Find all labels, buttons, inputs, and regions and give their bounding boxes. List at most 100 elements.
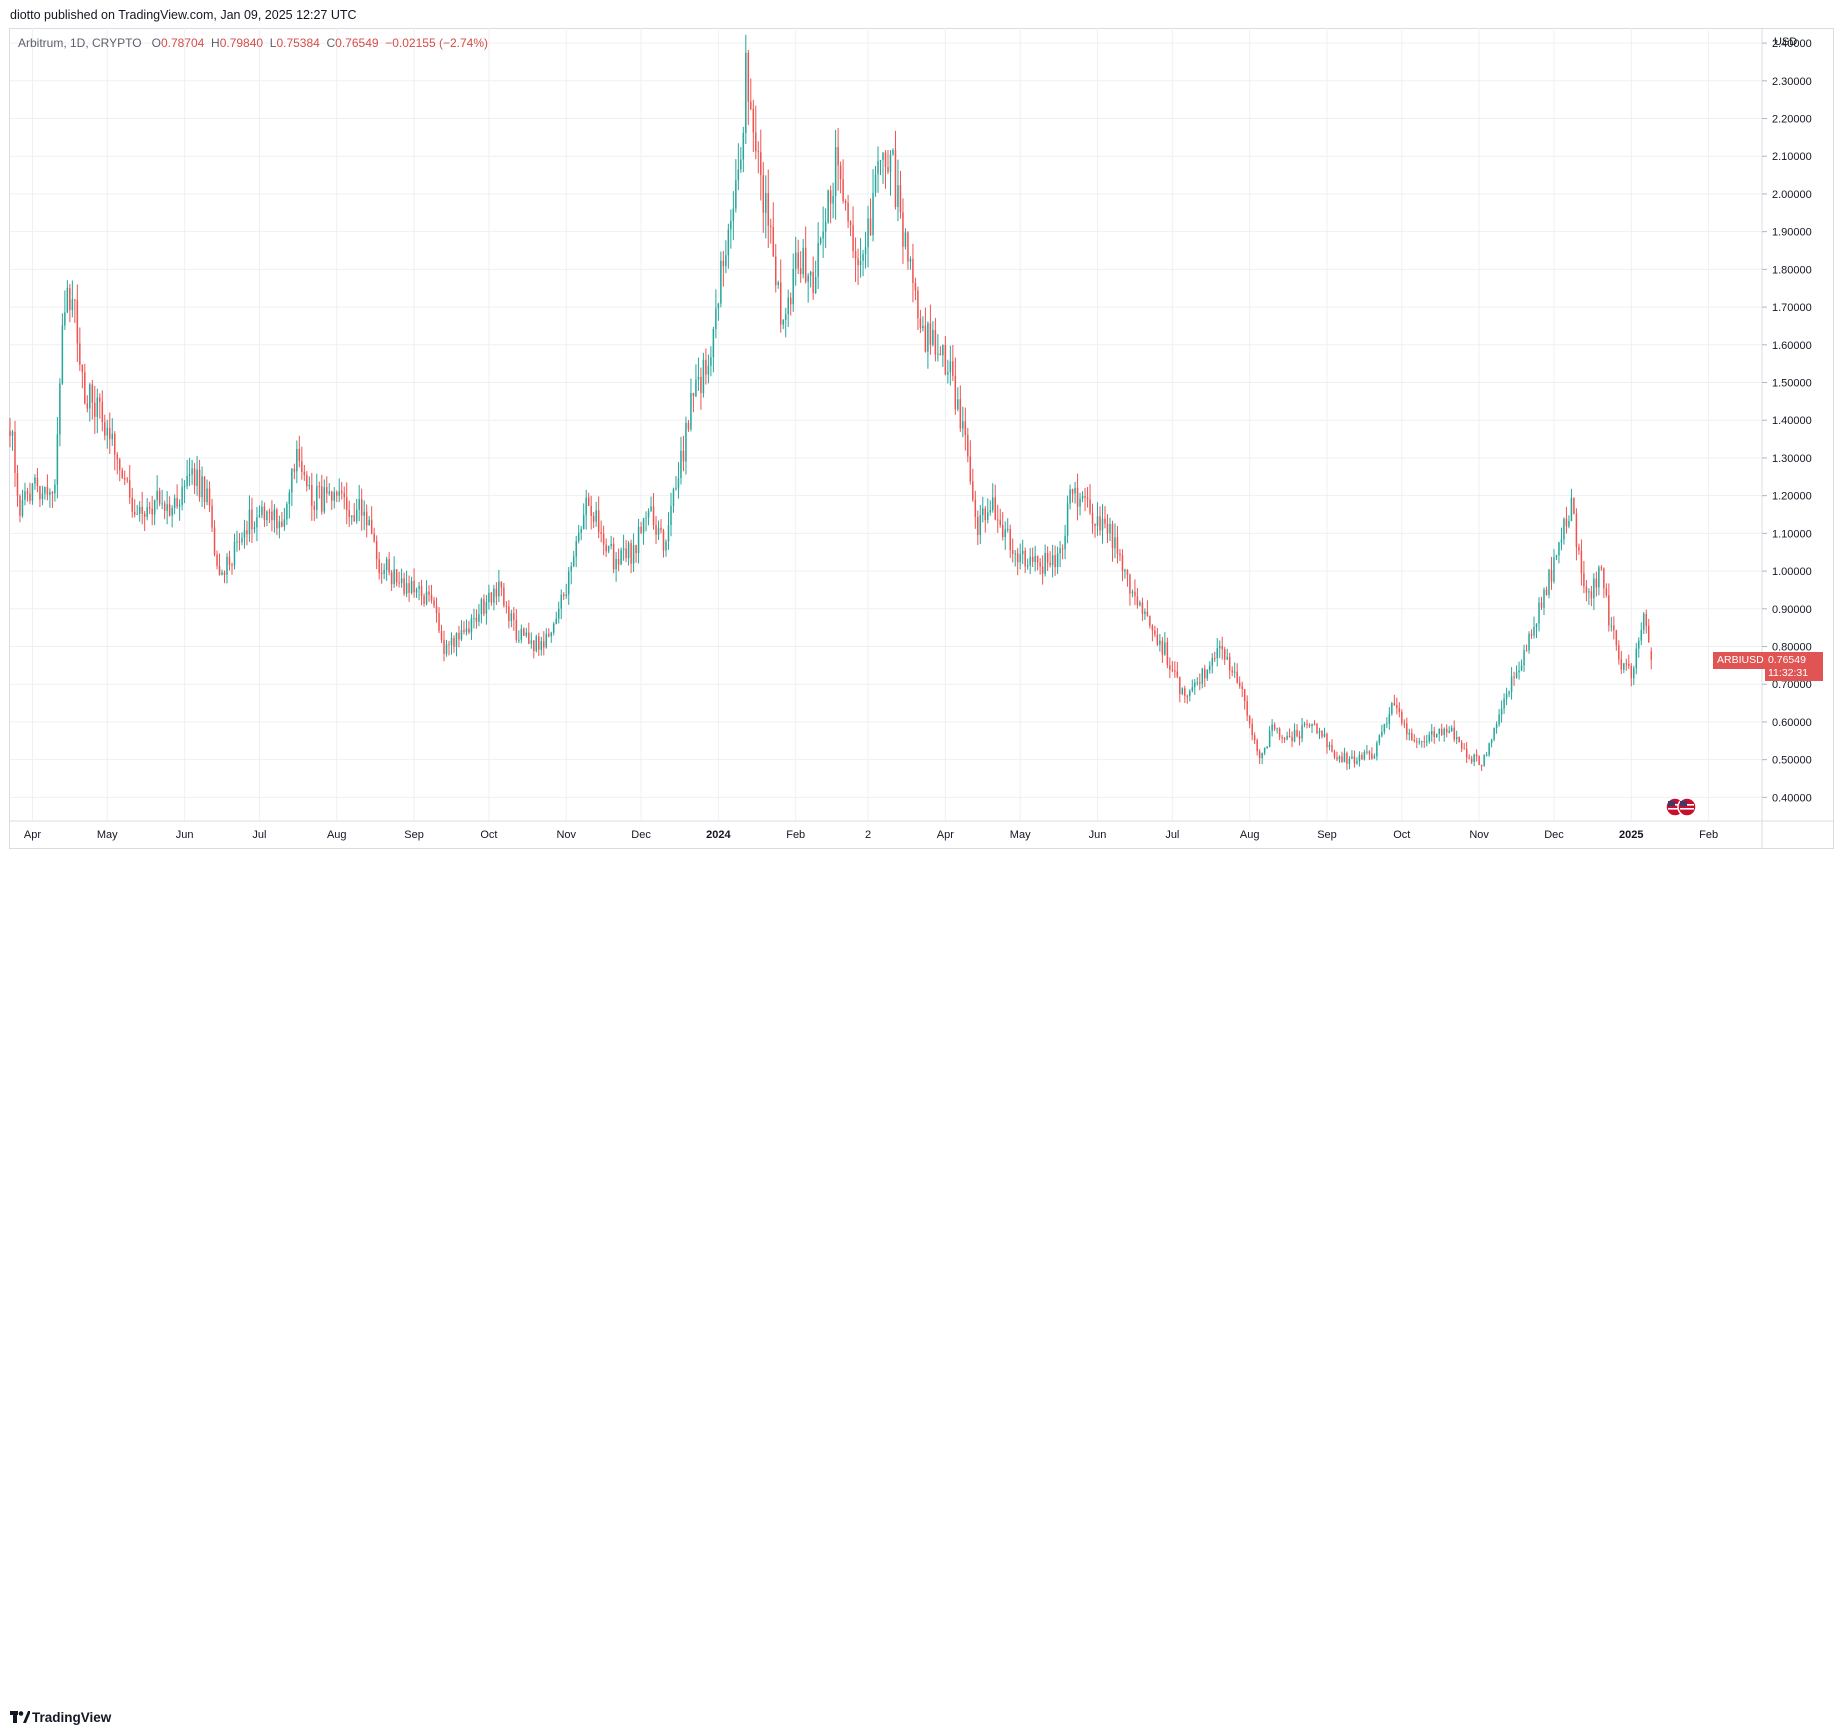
candle-body xyxy=(1176,671,1179,677)
y-tick-label: 1.50000 xyxy=(1772,378,1812,390)
candle-body xyxy=(188,474,191,476)
candle-body xyxy=(617,559,620,565)
candle xyxy=(1101,504,1104,544)
candle-body xyxy=(675,487,677,489)
currency-label[interactable]: USD xyxy=(1774,36,1798,48)
candle-body xyxy=(1623,663,1625,670)
candle-body xyxy=(1286,735,1288,740)
candle-body xyxy=(1555,555,1558,558)
candle xyxy=(1413,734,1416,743)
candle xyxy=(1518,661,1520,680)
candle xyxy=(655,516,657,544)
candle-body xyxy=(1066,503,1069,536)
candle-body xyxy=(1091,512,1094,524)
candle xyxy=(670,492,672,537)
candle-body xyxy=(867,218,869,248)
candle xyxy=(887,150,889,175)
candle xyxy=(1199,673,1201,691)
candle xyxy=(1126,569,1129,587)
candle-body xyxy=(1164,642,1166,655)
candle-body xyxy=(740,159,742,170)
candle xyxy=(730,209,732,249)
candle-body xyxy=(338,491,340,496)
candle xyxy=(460,620,463,642)
candle-body xyxy=(223,572,226,575)
candle-body xyxy=(1600,567,1603,569)
candle-body xyxy=(1121,555,1124,572)
candle xyxy=(1465,742,1468,764)
candle-body xyxy=(418,586,420,589)
candle-body xyxy=(595,510,597,522)
candle-body xyxy=(1418,741,1421,743)
candle-body xyxy=(557,608,560,619)
candle-body xyxy=(832,196,834,204)
candle xyxy=(500,581,503,597)
candle xyxy=(104,414,106,441)
candle xyxy=(398,571,400,588)
candle xyxy=(1194,678,1196,695)
candle xyxy=(1001,511,1004,541)
candle xyxy=(745,34,747,144)
candle-body xyxy=(478,614,480,622)
candle xyxy=(1331,739,1333,753)
candle-body xyxy=(987,512,989,520)
candle-body xyxy=(765,193,767,213)
candle-body xyxy=(1643,613,1645,630)
candle xyxy=(1049,551,1051,568)
candle-body xyxy=(1306,723,1308,725)
candle xyxy=(1134,579,1136,606)
candle-body xyxy=(288,492,291,505)
candle-body xyxy=(1094,523,1096,526)
candle-body xyxy=(1620,659,1623,670)
price-chart[interactable]: 2.40000 2.30000 2.20000 2.10000 2.00000 1.900… xyxy=(0,0,1835,851)
candle-body xyxy=(1031,556,1034,562)
candle-body xyxy=(503,587,505,606)
candle-body xyxy=(1353,756,1356,764)
candle-body xyxy=(413,580,415,593)
candle-body xyxy=(852,225,854,252)
candle xyxy=(543,631,545,656)
candle xyxy=(518,630,520,644)
candle-body xyxy=(1393,703,1396,706)
candle-body xyxy=(513,613,515,620)
candle-body xyxy=(141,506,143,514)
candle xyxy=(1228,652,1231,680)
candle xyxy=(582,503,585,530)
candle-body xyxy=(1523,650,1525,666)
candle-body xyxy=(1278,728,1281,738)
candle xyxy=(712,326,715,373)
candle xyxy=(1256,738,1258,756)
candle xyxy=(303,464,306,481)
candle-body xyxy=(488,592,490,603)
candle-body xyxy=(984,508,987,520)
candle-body xyxy=(1453,727,1455,740)
candle xyxy=(1204,664,1206,687)
candle xyxy=(1296,724,1298,738)
candle-body xyxy=(261,506,263,515)
candle xyxy=(196,456,198,496)
candle xyxy=(146,498,148,521)
candle xyxy=(1351,750,1353,759)
candle-body xyxy=(710,357,712,366)
candle-body xyxy=(353,515,355,522)
candle xyxy=(256,507,258,542)
candle xyxy=(989,500,992,516)
candle xyxy=(24,482,26,506)
candle-body xyxy=(904,232,907,247)
tradingview-logo-icon[interactable] xyxy=(10,1711,30,1725)
candle-body xyxy=(1366,751,1368,753)
brand-name[interactable]: TradingView xyxy=(32,1710,112,1725)
candle xyxy=(912,243,914,303)
candle xyxy=(138,501,141,522)
candle xyxy=(1368,750,1371,761)
candle xyxy=(1114,523,1116,559)
candle xyxy=(1523,644,1525,672)
candle xyxy=(675,475,677,491)
candle-body xyxy=(697,376,700,380)
candle xyxy=(216,550,218,570)
candle-body xyxy=(1276,728,1278,730)
candle xyxy=(553,621,555,636)
candle xyxy=(964,407,967,451)
candle xyxy=(1074,481,1076,504)
us-flag-icon[interactable] xyxy=(1665,797,1699,817)
